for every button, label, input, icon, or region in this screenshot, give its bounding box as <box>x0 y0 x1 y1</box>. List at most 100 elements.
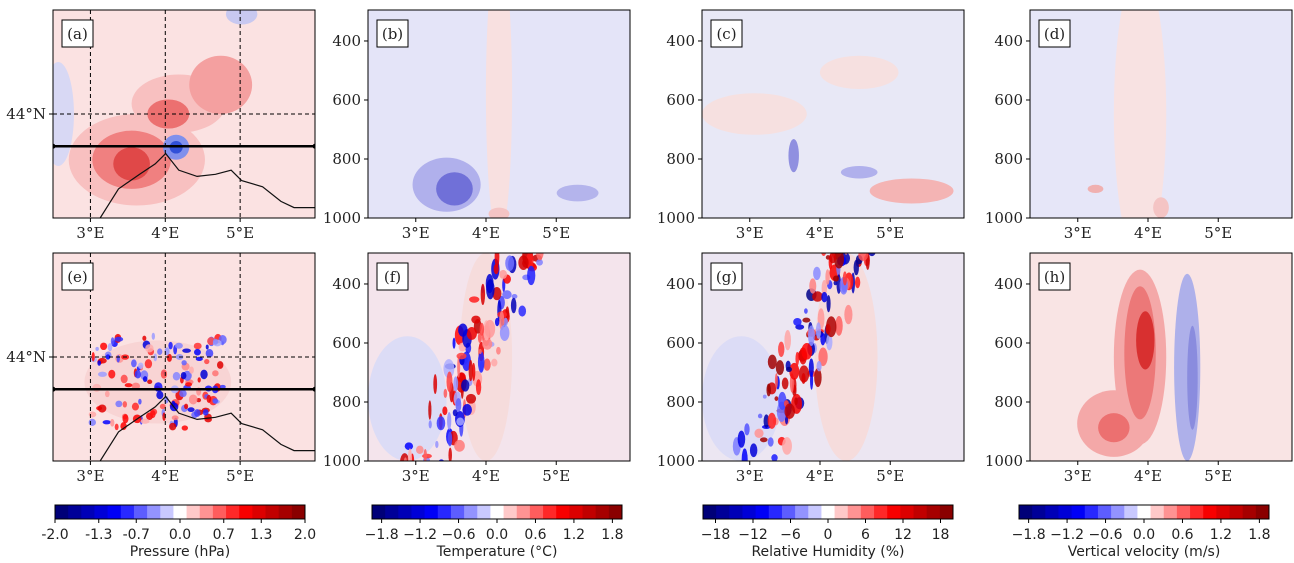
field-shape <box>138 398 142 405</box>
colorbar-segment <box>821 505 835 519</box>
colorbar-segment <box>939 505 954 519</box>
panel <box>368 10 630 218</box>
colorbar-segment <box>716 505 730 519</box>
field-shape <box>854 276 861 289</box>
field-shape <box>766 383 771 397</box>
field-shape <box>448 447 452 461</box>
field-shape <box>95 346 99 351</box>
field-shape <box>443 359 455 379</box>
colorbar-segment <box>808 505 822 519</box>
colorbar-segment <box>543 505 557 519</box>
colorbar-segment <box>490 505 504 519</box>
field-shape <box>775 360 785 376</box>
colorbar-segment <box>1255 505 1270 519</box>
field-shape <box>456 352 467 360</box>
field-shape <box>182 348 191 353</box>
field-shape <box>172 371 181 381</box>
field-shape <box>784 330 792 351</box>
colorbar-tick-label: −1.2 <box>1050 527 1084 543</box>
field-shape <box>468 359 473 382</box>
panel-frame <box>1029 9 1293 219</box>
colorbar-tick-label: −18 <box>701 527 731 543</box>
field-shape <box>702 93 807 135</box>
colorbar-segment <box>1058 505 1073 519</box>
field-shape <box>147 379 153 385</box>
field-shape <box>774 396 779 401</box>
field-shape <box>122 401 128 408</box>
colorbar-tick-label: −0.6 <box>1089 527 1123 543</box>
panel-label: (h) <box>1044 268 1065 286</box>
colorbar-segment <box>1111 505 1125 519</box>
field-shape <box>122 414 129 424</box>
colorbar-segment <box>68 505 82 519</box>
field-shape <box>833 275 839 282</box>
field-shape <box>212 370 219 377</box>
y-tick-label: 1000 <box>985 209 1023 227</box>
field-shape <box>436 416 446 431</box>
field-shape <box>428 400 432 420</box>
field-shape <box>100 342 108 351</box>
colorbar-tick-label: −12 <box>738 527 768 543</box>
colorbar-segment <box>239 505 253 519</box>
field-shape <box>436 172 473 206</box>
field-shape <box>116 355 120 363</box>
colorbar-segment <box>913 505 928 519</box>
colorbar-tick-label: −6 <box>780 527 801 543</box>
field-shape <box>840 166 878 179</box>
field-shape <box>868 253 876 257</box>
x-tick-label: 4°E <box>472 224 500 242</box>
colorbar-segment <box>900 505 914 519</box>
y-tick-label: 800 <box>332 393 361 411</box>
colorbar-label: Vertical velocity (m/s) <box>1068 544 1221 560</box>
colorbar-segment <box>1190 505 1204 519</box>
field-shape <box>461 379 470 392</box>
field-shape <box>1113 10 1167 218</box>
y-tick-label: 44°N <box>6 348 46 366</box>
field-shape <box>150 410 156 419</box>
field-shape <box>180 371 187 380</box>
colorbar-segment <box>55 505 69 519</box>
field-shape <box>833 280 838 286</box>
field-shape <box>212 398 219 404</box>
field-shape <box>197 377 201 383</box>
field-shape <box>826 334 833 351</box>
field-shape <box>169 422 177 431</box>
field-shape <box>159 403 166 410</box>
colorbar-segment <box>569 505 583 519</box>
field-shape <box>788 138 799 173</box>
section-end <box>312 143 315 149</box>
coastline <box>99 152 315 218</box>
colorbar-segment <box>173 505 187 519</box>
field-shape <box>195 356 203 362</box>
colorbar-segment <box>582 505 597 519</box>
field-shape <box>536 253 544 261</box>
field-shape <box>455 398 462 413</box>
field-shape <box>454 439 465 452</box>
field-shape <box>202 409 209 416</box>
field-shape <box>844 304 853 325</box>
field-shape <box>131 359 137 368</box>
colorbar-segment <box>781 505 796 519</box>
field-shape <box>819 55 899 90</box>
field-shape <box>1087 184 1104 194</box>
colorbar-segment <box>411 505 426 519</box>
field-shape <box>767 354 777 370</box>
field-shape <box>858 242 868 248</box>
field-shape <box>114 423 119 431</box>
field-shape <box>527 265 536 286</box>
field-shape <box>97 360 102 366</box>
colorbar-segment <box>252 505 266 519</box>
field-shape <box>142 335 147 341</box>
field-shape <box>759 437 768 443</box>
field-shape <box>1136 311 1155 370</box>
section-end <box>312 386 315 392</box>
field-shape <box>219 384 226 389</box>
colorbar-tick-label: 0.0 <box>169 527 191 543</box>
colorbar-tick-label: -0.7 <box>123 527 150 543</box>
colorbar-tick-label: 1.2 <box>563 527 585 543</box>
colorbar-label: Pressure (hPa) <box>130 544 230 560</box>
colorbar-segment <box>703 505 717 519</box>
colorbar-segment <box>1216 505 1230 519</box>
field-shape <box>503 317 508 326</box>
field-shape <box>102 420 111 425</box>
